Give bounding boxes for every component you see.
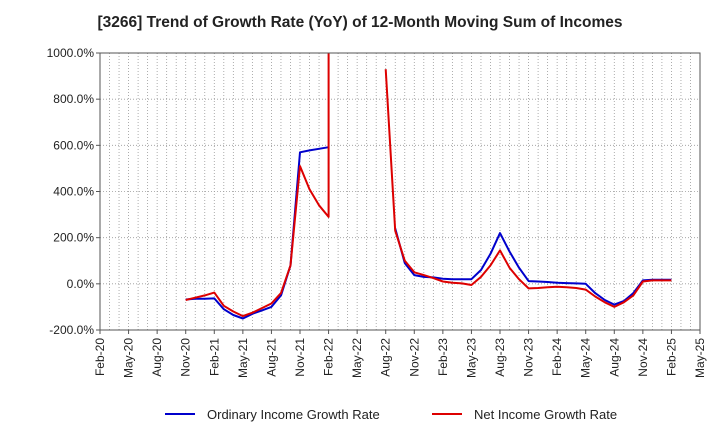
x-tick-label: Feb-23 (436, 338, 450, 376)
x-tick-label: Nov-23 (522, 338, 536, 377)
legend-label: Net Income Growth Rate (474, 407, 617, 422)
x-tick-label: Nov-22 (407, 338, 421, 377)
x-tick-label: Feb-25 (664, 338, 678, 376)
x-axis: Feb-20 May-20 Aug-20 Nov-20 Feb-21 May-21 Aug-… (93, 330, 707, 378)
x-tick-label: Nov-24 (636, 338, 650, 377)
y-tick-label: -200.0% (49, 323, 94, 337)
x-tick-label: May-23 (464, 338, 478, 378)
x-tick-label: Aug-22 (379, 338, 393, 377)
x-tick-label: May-25 (693, 338, 707, 378)
y-tick-label: 1000.0% (47, 46, 95, 60)
series-line-ordinary-income (185, 146, 329, 320)
legend-label: Ordinary Income Growth Rate (207, 407, 380, 422)
x-tick-label: Feb-21 (207, 338, 221, 376)
series-line-ordinary-income (394, 228, 672, 306)
y-tick-label: 800.0% (53, 92, 94, 106)
legend: Ordinary Income Growth Rate Net Income Gr… (165, 407, 617, 422)
x-tick-label: Aug-24 (607, 338, 621, 377)
x-tick-label: May-20 (122, 338, 136, 378)
x-tick-label: Feb-22 (322, 338, 336, 376)
x-tick-label: Feb-24 (550, 338, 564, 376)
series-line-net-income (384, 69, 672, 308)
y-tick-label: 0.0% (67, 277, 95, 291)
x-tick-label: May-22 (350, 338, 364, 378)
y-tick-label: 600.0% (53, 138, 94, 152)
grid (100, 53, 700, 330)
x-tick-label: Nov-20 (179, 338, 193, 377)
series-lines (185, 53, 672, 320)
x-tick-label: Aug-23 (493, 338, 507, 377)
x-tick-label: Feb-20 (93, 338, 107, 376)
x-tick-label: May-21 (236, 338, 250, 378)
x-tick-label: May-24 (579, 338, 593, 378)
x-tick-label: Aug-21 (264, 338, 278, 377)
chart-title: [3266] Trend of Growth Rate (YoY) of 12-… (97, 14, 623, 31)
x-tick-label: Nov-21 (293, 338, 307, 377)
x-tick-label: Aug-20 (150, 338, 164, 377)
plot-frame (99, 52, 701, 331)
y-tick-label: 200.0% (53, 231, 94, 245)
y-tick-label: 400.0% (53, 185, 94, 199)
y-axis: -200.0% 0.0% 200.0% 400.0% 600.0% 800.0% 1000.… (47, 46, 100, 337)
series-line-net-income (185, 53, 330, 318)
